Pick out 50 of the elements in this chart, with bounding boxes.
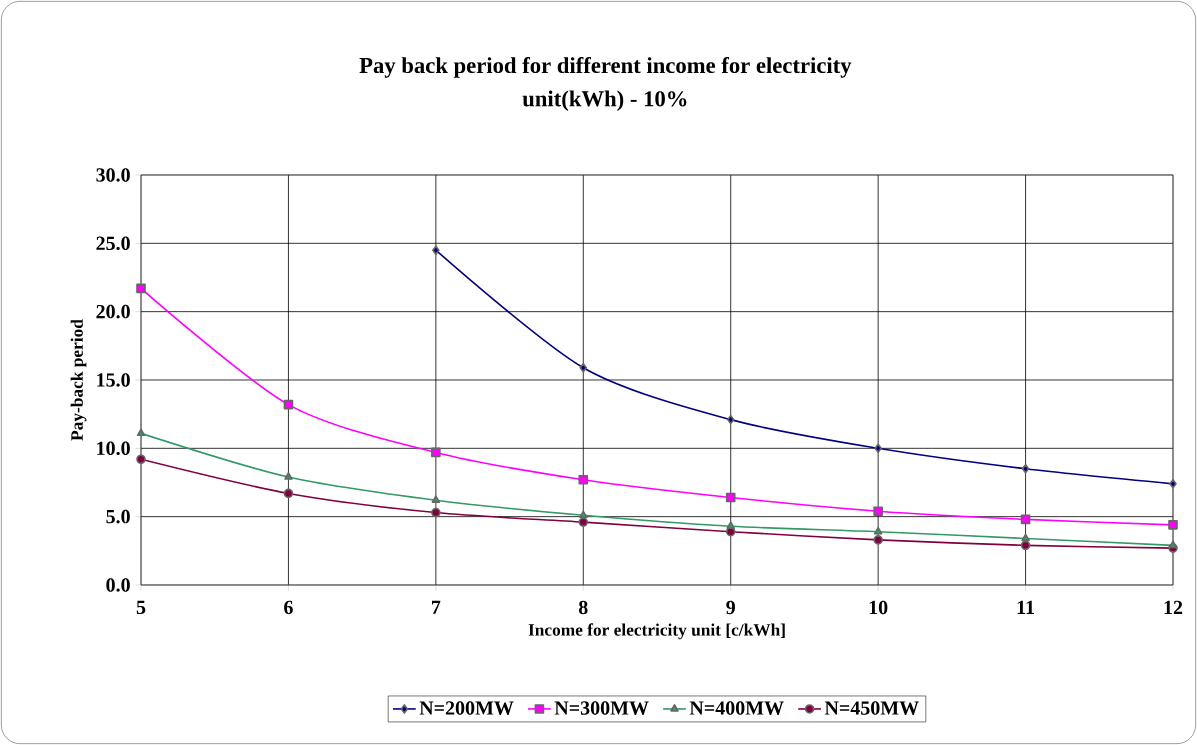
y-tick-label: 30.0 [96, 168, 130, 182]
y-tick-label: 0.0 [106, 578, 130, 592]
point [1021, 464, 1030, 474]
y-tick-label: 15.0 [97, 373, 130, 387]
point [873, 526, 883, 535]
x-tick-label: 5 [136, 600, 146, 615]
point [874, 443, 882, 454]
point [1021, 533, 1030, 542]
y-tick-label: 10.0 [97, 441, 130, 456]
x-tick-label: 10 [869, 600, 888, 615]
x-tick-label: 11 [1017, 600, 1034, 614]
legend-label: N=450MW [824, 701, 919, 715]
point [578, 517, 589, 527]
point [578, 474, 589, 485]
point [136, 454, 146, 465]
point [726, 521, 735, 530]
point [1020, 540, 1031, 551]
point [432, 245, 440, 255]
legend-label: N=400MW [689, 701, 784, 715]
x-tick-label: 9 [726, 600, 735, 615]
y-tick-label: 25.0 [96, 236, 130, 251]
point [579, 362, 588, 373]
y-axis-title: Pay-back period [70, 319, 87, 441]
chart-title: Pay back period for different income for electricity unit(kWh) - 10% [359, 56, 852, 112]
point [283, 399, 294, 410]
point [283, 488, 294, 499]
point [431, 495, 441, 504]
legend-label: N=200MW [419, 701, 514, 715]
point [1020, 514, 1031, 525]
point [579, 510, 588, 519]
legend-label: N=300MW [554, 701, 649, 715]
x-tick-label: 6 [284, 600, 293, 615]
y-tick-label: 5.0 [106, 509, 130, 524]
point [726, 414, 735, 425]
x-tick-label: 12 [1164, 600, 1183, 614]
point [284, 472, 293, 480]
point [136, 428, 146, 437]
point [1168, 520, 1178, 530]
point [873, 506, 883, 516]
x-tick-label: 7 [432, 600, 441, 614]
point [431, 507, 441, 518]
point [136, 283, 146, 294]
y-tick-label: 20.0 [96, 304, 130, 319]
point [873, 535, 883, 545]
x-axis-title: Income for electricity unit [c/kWh] [528, 623, 785, 640]
point [431, 447, 441, 458]
point [1169, 479, 1177, 489]
point [1168, 540, 1178, 549]
point [725, 492, 736, 503]
x-tick-label: 8 [578, 600, 588, 615]
